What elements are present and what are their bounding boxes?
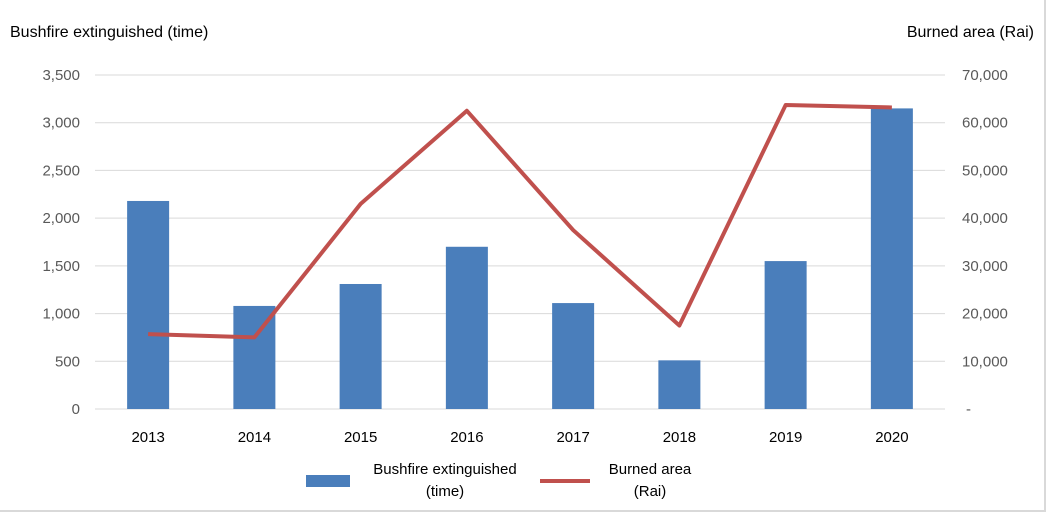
- right-tick-label: 20,000: [962, 306, 1008, 323]
- right-tick-label: 40,000: [962, 210, 1008, 227]
- x-axis-labels: 2013 2014 2015 2016 2017 2018 2019 2020: [131, 429, 908, 446]
- legend-line-label: Burned area (Rai): [595, 459, 705, 503]
- right-tick-label: 10,000: [962, 353, 1008, 370]
- legend-bar-swatch: [306, 475, 350, 487]
- bar-series: [127, 108, 913, 410]
- bar: [870, 108, 913, 410]
- right-tick-label: 30,000: [962, 258, 1008, 275]
- left-tick-label: 2,000: [42, 210, 80, 227]
- bar: [127, 200, 170, 409]
- bar: [658, 360, 701, 409]
- x-tick-label: 2019: [769, 429, 802, 446]
- line-series: [148, 103, 892, 340]
- right-tick-label: -: [966, 401, 971, 418]
- x-tick-label: 2020: [875, 429, 908, 446]
- left-tick-label: 500: [55, 353, 80, 370]
- x-tick-label: 2015: [344, 429, 377, 446]
- left-tick-label: 0: [72, 401, 80, 418]
- x-tick-label: 2017: [556, 429, 589, 446]
- left-tick-label: 3,500: [42, 67, 80, 84]
- right-axis-title: Burned area (Rai): [906, 24, 1034, 41]
- left-tick-label: 1,500: [42, 258, 80, 275]
- legend-line-label-line2: (Rai): [633, 483, 667, 500]
- bar: [552, 303, 595, 409]
- right-tick-label: 60,000: [962, 115, 1008, 132]
- bar: [233, 305, 276, 409]
- legend-bar-label-line2: (time): [425, 483, 465, 500]
- legend-line-label-line1: Burned area: [608, 461, 692, 478]
- left-axis-ticks: 0 500 1,000 1,500 2,000 2,500 3,000 3,500: [42, 67, 80, 418]
- gridlines: [95, 74, 945, 410]
- right-tick-label: 70,000: [962, 67, 1008, 84]
- left-axis-title: Bushfire extinguished (time): [10, 24, 209, 41]
- right-tick-label: 50,000: [962, 162, 1008, 179]
- bar: [339, 283, 382, 409]
- right-axis-ticks: - 10,000 20,000 30,000 40,000 50,000 60,000 70,…: [962, 67, 1008, 418]
- legend-line-swatch: [540, 479, 590, 483]
- x-tick-label: 2014: [238, 429, 271, 446]
- x-tick-label: 2018: [663, 429, 696, 446]
- legend-bar-label: Bushfire extinguished (time): [355, 459, 535, 503]
- left-tick-label: 2,500: [42, 162, 80, 179]
- bar: [764, 261, 807, 409]
- x-tick-label: 2016: [450, 429, 483, 446]
- x-tick-label: 2013: [131, 429, 164, 446]
- burned-area-line: [148, 103, 892, 340]
- bar: [445, 246, 488, 409]
- left-tick-label: 1,000: [42, 306, 80, 323]
- left-tick-label: 3,000: [42, 115, 80, 132]
- legend-bar-label-line1: Bushfire extinguished: [373, 461, 517, 478]
